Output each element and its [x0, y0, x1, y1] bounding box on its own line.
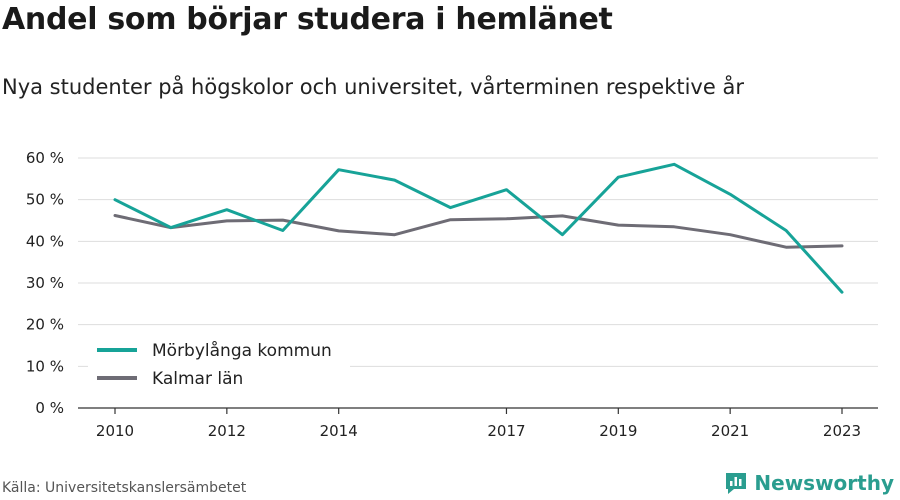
series-line-1	[113, 162, 844, 294]
legend-label: Kalmar län	[152, 369, 243, 389]
x-tick-label: 2021	[711, 422, 749, 440]
legend: Mörbylånga kommun Kalmar län	[88, 332, 350, 394]
brand-name: Newsworthy	[754, 471, 894, 495]
source-note: Källa: Universitetskanslersämbetet	[2, 480, 247, 496]
x-tick-label: 2010	[96, 422, 134, 440]
y-tick-label: 40 %	[26, 232, 64, 250]
y-tick-label: 50 %	[26, 191, 64, 209]
y-tick-label: 0 %	[35, 399, 64, 417]
brand-logo: Newsworthy	[724, 470, 894, 496]
y-tick-label: 30 %	[26, 274, 64, 292]
x-tick-label: 2014	[320, 422, 358, 440]
series-line-2	[113, 214, 844, 249]
x-tick-label: 2023	[823, 422, 861, 440]
legend-background	[88, 332, 350, 394]
axes: 0 % 10 % 20 % 30 % 40 % 50 % 60 % 2010 2012 2014 2…	[26, 149, 878, 440]
y-tick-label: 10 %	[26, 357, 64, 375]
bar-chart-icon	[726, 473, 747, 494]
line-chart: 0 % 10 % 20 % 30 % 40 % 50 % 60 % 2010 2012 2014 2…	[26, 149, 878, 440]
series-lines	[113, 162, 844, 294]
x-tick-label: 2017	[487, 422, 525, 440]
y-tick-label: 60 %	[26, 149, 64, 167]
chart-subtitle: Nya studenter på högskolor och universit…	[2, 75, 744, 99]
y-tick-label: 20 %	[26, 316, 64, 334]
x-tick-label: 2019	[599, 422, 637, 440]
chart-title: Andel som börjar studera i hemlänet	[2, 2, 613, 37]
x-tick-label: 2012	[208, 422, 246, 440]
legend-label: Mörbylånga kommun	[152, 340, 332, 361]
